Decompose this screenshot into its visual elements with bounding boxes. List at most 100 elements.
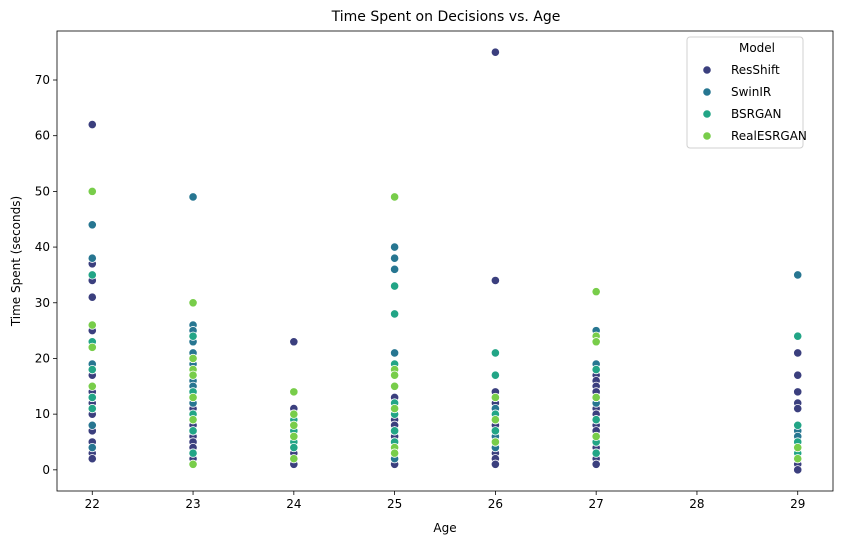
data-point <box>390 192 400 202</box>
x-tick-label: 29 <box>790 497 805 511</box>
data-point <box>87 253 97 263</box>
data-point <box>591 337 601 347</box>
data-point <box>289 431 299 442</box>
legend-label: RealESRGAN <box>731 129 807 143</box>
data-point <box>793 465 803 475</box>
data-point <box>87 454 97 464</box>
y-tick-label: 60 <box>35 129 50 143</box>
data-point <box>188 415 198 425</box>
x-tick-label: 23 <box>185 497 200 511</box>
data-point <box>793 454 803 464</box>
data-point <box>793 442 803 453</box>
data-point <box>188 426 198 436</box>
data-point <box>390 309 400 319</box>
y-tick-label: 0 <box>42 463 50 477</box>
data-point <box>87 270 97 280</box>
data-point <box>591 448 601 458</box>
data-point <box>490 459 500 469</box>
x-axis-label: Age <box>433 521 456 535</box>
data-point <box>87 186 97 196</box>
data-point <box>289 387 299 397</box>
data-point <box>793 270 803 280</box>
data-point <box>289 442 299 453</box>
data-point <box>390 253 400 263</box>
data-point <box>87 292 97 302</box>
y-tick-label: 50 <box>35 184 50 198</box>
data-point <box>490 348 500 358</box>
data-point <box>188 353 198 364</box>
data-point <box>188 448 198 458</box>
data-point <box>793 348 803 358</box>
data-point <box>188 370 198 380</box>
data-point <box>87 442 97 453</box>
data-point <box>390 348 400 358</box>
legend: Model ResShift SwinIR BSRGAN RealESRGAN <box>686 36 807 149</box>
data-point <box>490 275 500 286</box>
data-point <box>390 281 400 291</box>
data-point <box>390 403 400 414</box>
data-point <box>490 370 500 380</box>
chart-title: Time Spent on Decisions vs. Age <box>331 9 561 25</box>
legend-marker <box>702 131 712 141</box>
data-point <box>490 426 500 436</box>
x-tick-label: 22 <box>85 497 100 511</box>
data-point <box>188 459 198 469</box>
legend-label: ResShift <box>731 63 780 77</box>
data-point <box>591 431 601 442</box>
series-realesrgan <box>87 186 803 469</box>
data-point <box>390 242 400 252</box>
data-point <box>188 392 198 403</box>
data-point <box>188 298 198 308</box>
y-tick-label: 10 <box>35 407 50 421</box>
data-point <box>188 192 198 202</box>
data-point <box>289 420 299 430</box>
data-point <box>793 420 803 430</box>
x-tick-label: 27 <box>589 497 604 511</box>
data-point <box>390 370 400 380</box>
x-tick-label: 24 <box>286 497 301 511</box>
legend-entries: ResShift SwinIR BSRGAN RealESRGAN <box>702 63 807 143</box>
data-point <box>87 220 97 230</box>
y-tick-label: 40 <box>35 240 50 254</box>
data-point <box>87 364 97 375</box>
y-tick-label: 30 <box>35 296 50 310</box>
data-point <box>390 264 400 274</box>
data-point <box>87 420 97 430</box>
x-tick-label: 25 <box>387 497 402 511</box>
data-point <box>591 415 601 425</box>
y-axis-label: Time Spent (seconds) <box>9 196 23 327</box>
data-point <box>591 459 601 469</box>
data-point <box>390 426 400 436</box>
legend-marker <box>702 109 712 119</box>
data-point <box>188 331 198 341</box>
y-tick-label: 70 <box>35 73 50 87</box>
data-points <box>87 47 803 475</box>
legend-marker <box>702 65 712 75</box>
data-point <box>87 403 97 414</box>
data-point <box>591 392 601 403</box>
y-tick-label: 20 <box>35 351 50 365</box>
data-point <box>87 320 97 330</box>
data-point <box>793 403 803 414</box>
data-point <box>390 448 400 458</box>
data-point <box>289 409 299 419</box>
data-point <box>591 364 601 375</box>
data-point <box>490 392 500 403</box>
data-point <box>87 342 97 352</box>
axes-frame <box>56 30 834 492</box>
data-point <box>490 415 500 425</box>
data-point <box>289 454 299 464</box>
data-point <box>87 381 97 391</box>
data-point <box>490 437 500 447</box>
data-point <box>793 370 803 380</box>
legend-marker <box>702 87 712 97</box>
legend-title: Model <box>739 41 775 55</box>
legend-box <box>686 36 804 149</box>
data-point <box>793 331 803 341</box>
x-tick-label: 26 <box>488 497 503 511</box>
x-tick-label: 28 <box>689 497 704 511</box>
data-point <box>591 287 601 297</box>
data-point <box>289 337 299 347</box>
data-point <box>87 392 97 403</box>
